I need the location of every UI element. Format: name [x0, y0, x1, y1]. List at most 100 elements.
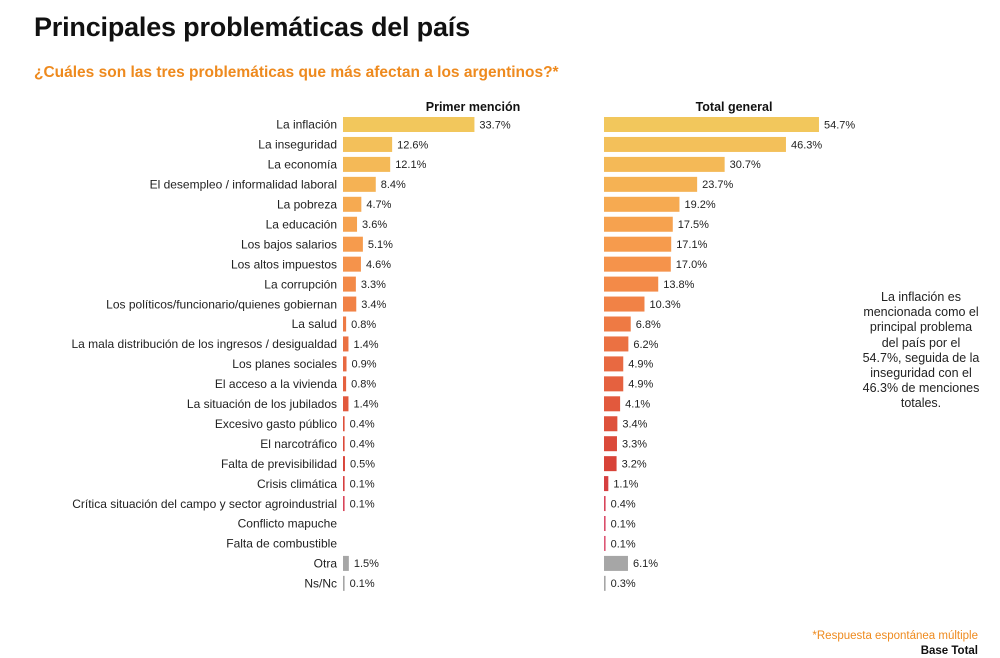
- bar-total-general: [604, 256, 671, 272]
- footnote: *Respuesta espontánea múltiple: [812, 630, 978, 642]
- data-label: 46.3%: [791, 139, 822, 151]
- data-label: 4.1%: [625, 399, 650, 411]
- category-label: La pobreza: [277, 198, 337, 212]
- data-label: 3.3%: [622, 439, 647, 451]
- data-label: 30.7%: [730, 159, 761, 171]
- bar-total-general: [604, 396, 621, 412]
- bar-primer-mencion: [343, 236, 363, 252]
- data-label: 6.8%: [636, 319, 661, 331]
- category-label: La inseguridad: [258, 138, 337, 152]
- bar-primer-mencion: [343, 256, 361, 272]
- category-label: Crisis climática: [257, 477, 337, 491]
- data-label: 8.4%: [381, 179, 406, 191]
- data-label: 1.1%: [613, 478, 638, 490]
- data-label: 3.3%: [361, 279, 386, 291]
- category-label: La salud: [292, 317, 337, 331]
- bar-total-general: [604, 196, 680, 212]
- bar-primer-mencion: [343, 316, 347, 332]
- bar-total-general: [604, 535, 606, 551]
- data-label: 13.8%: [663, 279, 694, 291]
- data-label: 0.1%: [611, 538, 636, 550]
- bar-total-general: [604, 456, 617, 472]
- category-label: La educación: [266, 217, 337, 231]
- data-label: 54.7%: [824, 119, 855, 131]
- bar-primer-mencion: [343, 436, 345, 452]
- bar-total-general: [604, 136, 786, 152]
- category-label: Conflicto mapuche: [238, 517, 338, 531]
- data-label: 0.4%: [611, 498, 636, 510]
- data-label: 3.4%: [622, 419, 647, 431]
- bar-total-general: [604, 216, 673, 232]
- data-label: 5.1%: [368, 239, 393, 251]
- data-label: 6.1%: [633, 558, 658, 570]
- data-label: 3.6%: [362, 219, 387, 231]
- data-label: 33.7%: [479, 119, 510, 131]
- category-label: La economía: [268, 158, 338, 172]
- data-label: 17.0%: [676, 259, 707, 271]
- data-label: 10.3%: [649, 299, 680, 311]
- category-label: Los bajos salarios: [241, 237, 337, 251]
- bar-total-general: [604, 555, 628, 571]
- data-label: 12.6%: [397, 139, 428, 151]
- data-label: 0.5%: [350, 458, 375, 470]
- bar-total-general: [604, 575, 606, 591]
- bar-primer-mencion: [343, 336, 349, 352]
- data-label: 19.2%: [684, 199, 715, 211]
- bar-primer-mencion: [343, 496, 345, 512]
- category-label: El desempleo / informalidad laboral: [150, 178, 337, 192]
- category-label: La mala distribución de los ingresos / d…: [72, 337, 338, 351]
- data-label: 3.2%: [622, 458, 647, 470]
- bar-total-general: [604, 236, 672, 252]
- data-label: 0.1%: [350, 578, 375, 590]
- bar-total-general: [604, 416, 618, 432]
- category-label: Otra: [314, 557, 338, 571]
- base-label: Base Total: [920, 645, 978, 657]
- data-label: 3.4%: [361, 299, 386, 311]
- bar-primer-mencion: [343, 196, 362, 212]
- bar-primer-mencion: [343, 416, 345, 432]
- data-label: 1.4%: [353, 339, 378, 351]
- category-label: El acceso a la vivienda: [215, 377, 337, 391]
- bar-total-general: [604, 516, 606, 531]
- bar-total-general: [604, 376, 624, 392]
- bar-total-general: [604, 356, 624, 372]
- column-header-primer-mencion: Primer mención: [426, 100, 520, 114]
- bar-primer-mencion: [343, 136, 393, 152]
- category-label: Crítica situación del campo y sector agr…: [72, 497, 337, 511]
- category-label: Los planes sociales: [232, 357, 337, 371]
- data-label: 0.1%: [611, 518, 636, 530]
- data-label: 0.8%: [351, 319, 376, 331]
- bar-total-general: [604, 117, 819, 132]
- data-label: 17.5%: [678, 219, 709, 231]
- data-label: 4.9%: [628, 379, 653, 391]
- category-label: Falta de combustible: [226, 537, 337, 551]
- category-label: Excesivo gasto público: [215, 417, 337, 431]
- category-label: La corrupción: [264, 277, 337, 291]
- category-label: El narcotráfico: [260, 437, 337, 451]
- category-label: Los políticos/funcionario/quienes gobier…: [106, 297, 337, 311]
- data-label: 1.5%: [354, 558, 379, 570]
- data-label: 0.3%: [611, 578, 636, 590]
- category-label: Falta de previsibilidad: [221, 457, 337, 471]
- data-label: 1.4%: [353, 399, 378, 411]
- column-header-total-general: Total general: [696, 100, 773, 114]
- data-label: 4.7%: [366, 199, 391, 211]
- data-label: 4.6%: [366, 259, 391, 271]
- data-label: 0.1%: [350, 498, 375, 510]
- bar-primer-mencion: [343, 216, 358, 232]
- bar-total-general: [604, 276, 659, 292]
- insight-annotation: La inflación es mencionada como el princ…: [862, 290, 980, 411]
- bar-total-general: [604, 176, 698, 192]
- bar-total-general: [604, 496, 606, 512]
- bar-total-general: [604, 336, 629, 352]
- bar-primer-mencion: [343, 276, 356, 292]
- bar-primer-mencion: [343, 117, 475, 132]
- bar-primer-mencion: [343, 176, 376, 192]
- data-label: 23.7%: [702, 179, 733, 191]
- bar-primer-mencion: [343, 456, 345, 472]
- category-label: Ns/Nc: [304, 577, 337, 591]
- bar-primer-mencion: [343, 156, 391, 172]
- bar-primer-mencion: [343, 396, 349, 412]
- bar-total-general: [604, 436, 617, 452]
